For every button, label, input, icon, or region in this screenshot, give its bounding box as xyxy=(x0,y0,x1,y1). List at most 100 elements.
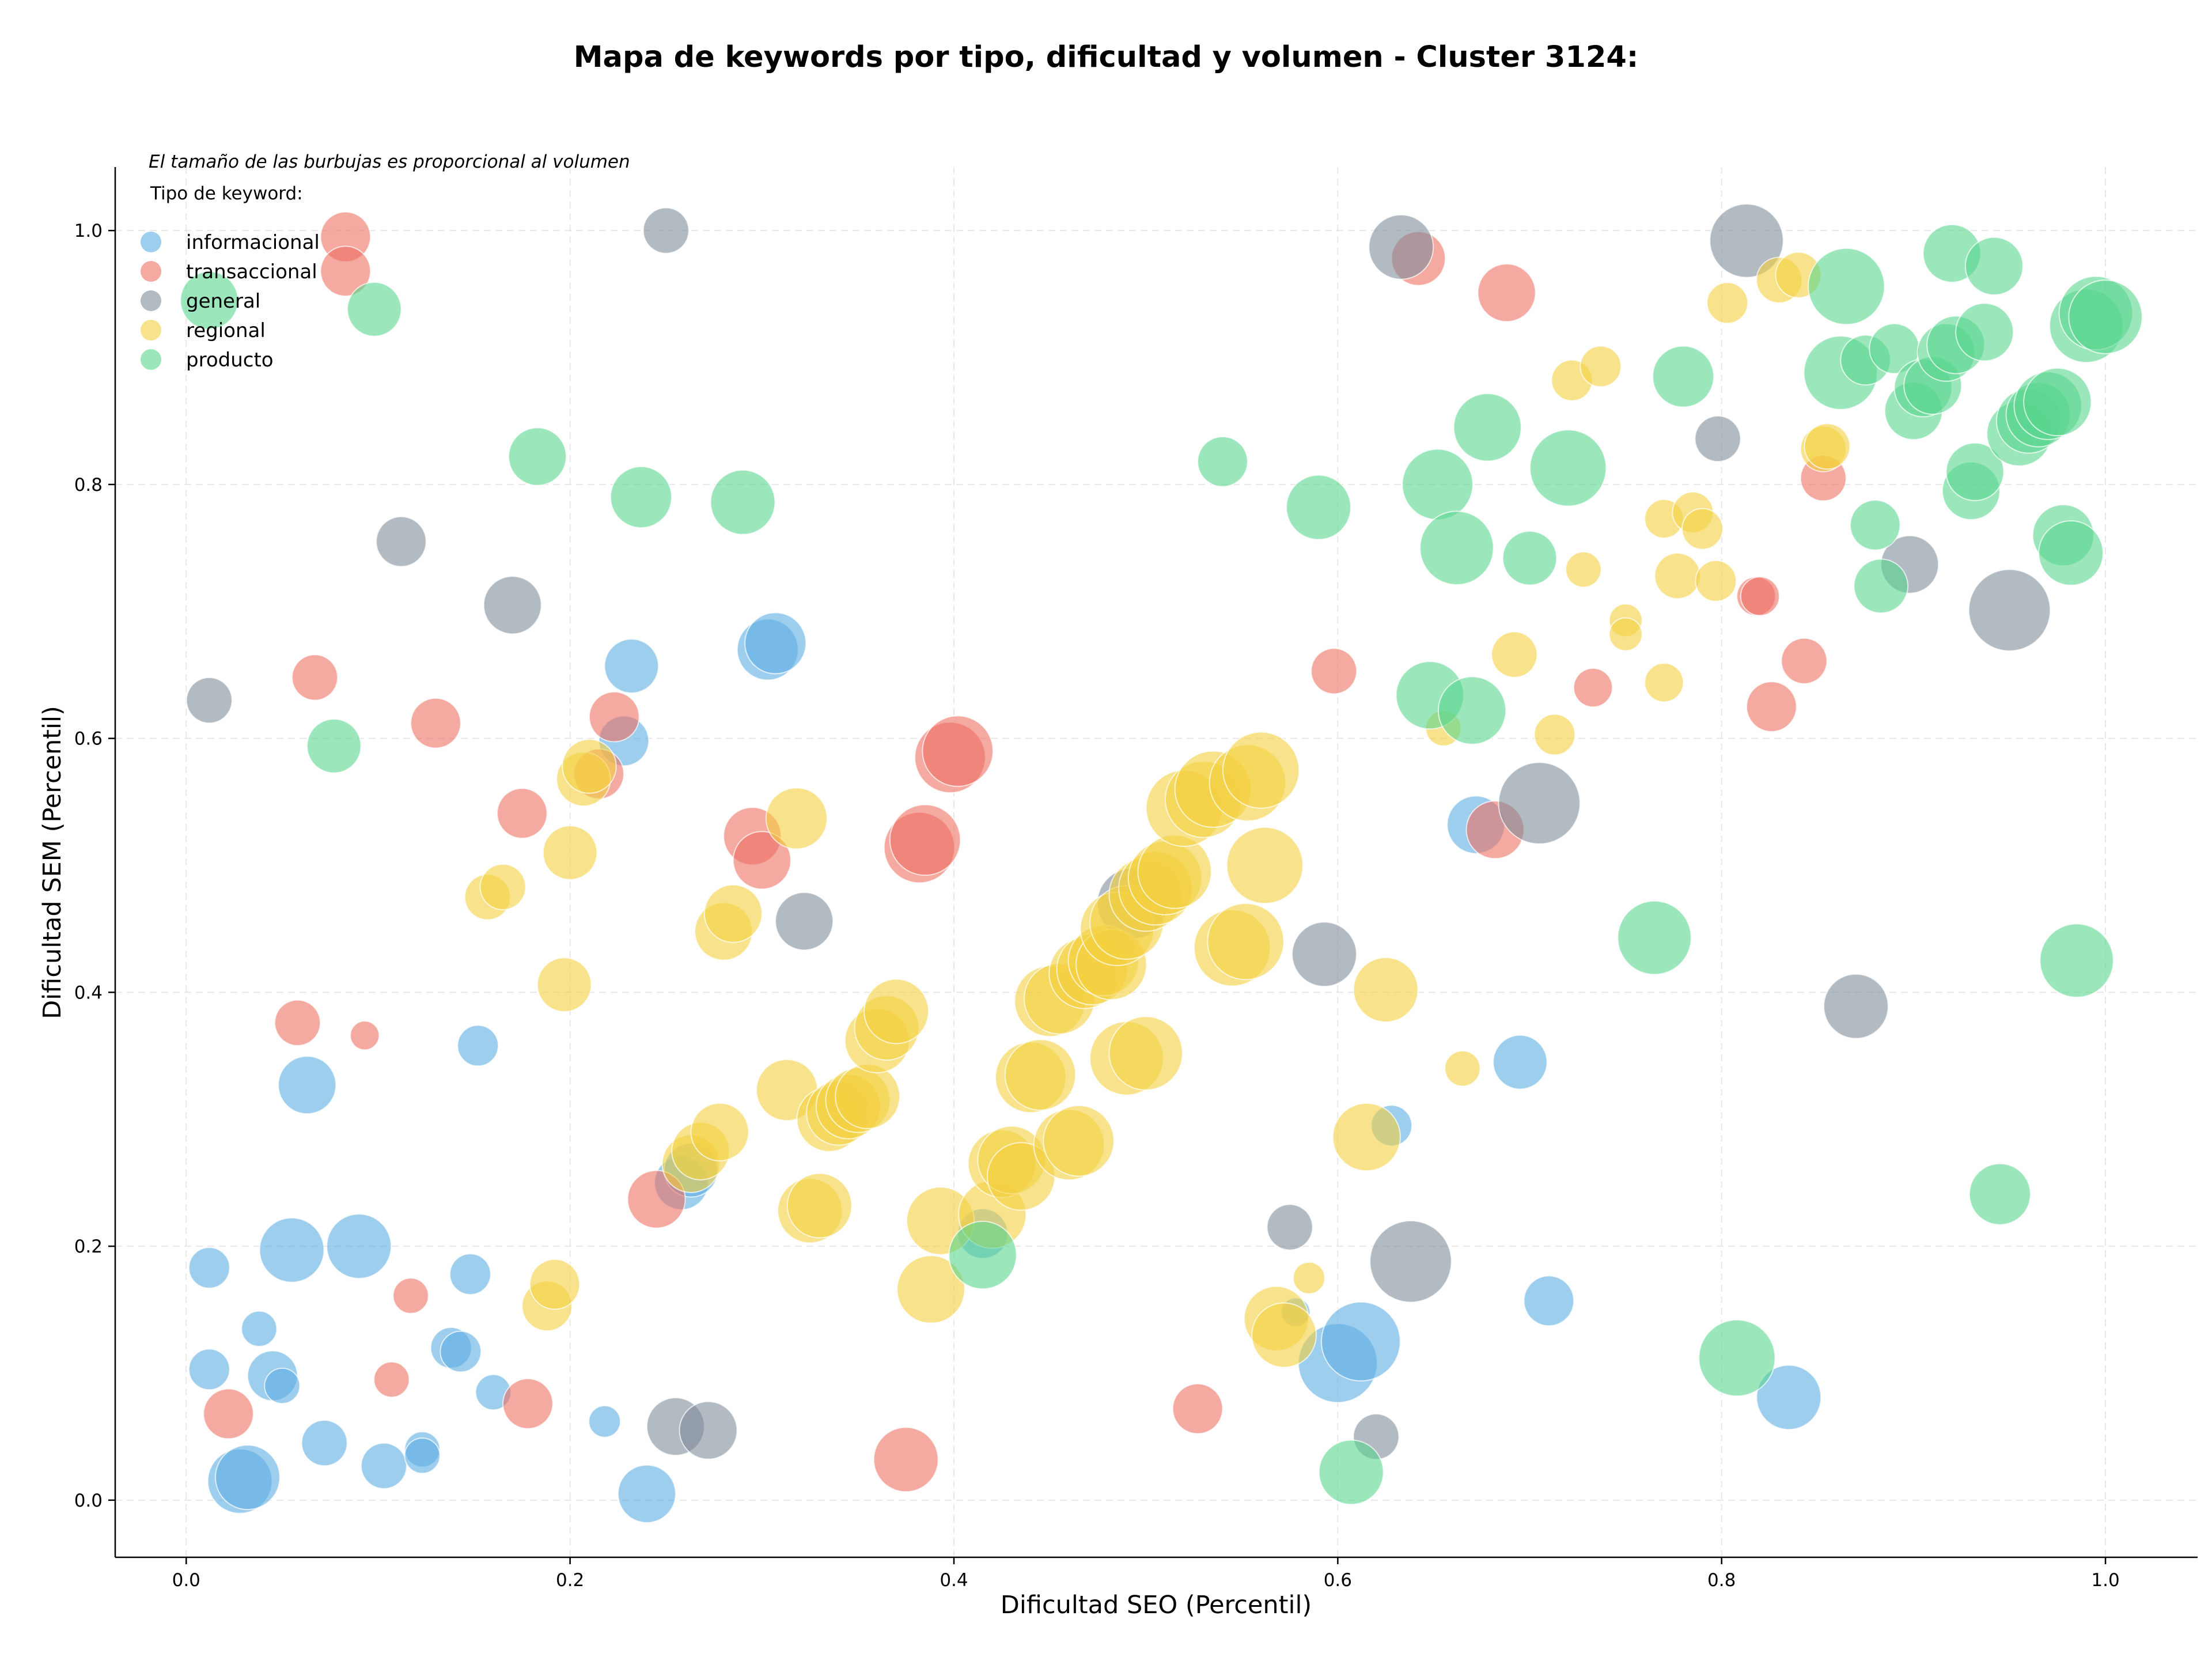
bubble-regional xyxy=(765,787,828,850)
bubble-informacional xyxy=(360,1442,407,1489)
bubble-producto xyxy=(1698,1319,1776,1397)
bubble-producto xyxy=(180,271,239,330)
series-transaccional xyxy=(203,211,1847,1493)
bubble-transaccional xyxy=(1172,1383,1224,1435)
bubble-general xyxy=(1291,921,1357,987)
legend-label-informacional: informacional xyxy=(186,231,320,254)
bubble-transaccional xyxy=(1477,263,1536,323)
bubble-regional xyxy=(1292,1261,1325,1295)
bubble-general xyxy=(679,1401,738,1460)
bubble-transaccional xyxy=(1573,667,1613,708)
bubble-transaccional xyxy=(274,999,321,1046)
bubble-regional xyxy=(1222,731,1300,809)
bubble-general xyxy=(1498,762,1581,845)
legend-marker-transaccional xyxy=(141,261,161,282)
bubble-transaccional xyxy=(410,697,461,749)
bubble-informacional xyxy=(188,1247,230,1289)
bubble-regional xyxy=(1444,1050,1481,1087)
bubble-general xyxy=(1266,1204,1313,1251)
y-tick-label: 0.0 xyxy=(74,1490,103,1511)
x-axis-label: Dificultad SEO (Percentil) xyxy=(1001,1591,1312,1620)
bubble-general xyxy=(642,207,690,254)
bubble-general xyxy=(1968,569,2051,652)
bubble-regional xyxy=(1108,1016,1183,1091)
bubble-informacional xyxy=(404,1437,441,1474)
bubble-regional xyxy=(863,978,929,1045)
bubble-producto xyxy=(2039,923,2114,998)
grid-lines xyxy=(115,167,2198,1557)
bubble-producto xyxy=(1853,558,1909,614)
legend-label-producto: producto xyxy=(186,349,274,372)
bubble-regional xyxy=(529,1258,581,1310)
legend: Tipo de keyword: informacional transaccio… xyxy=(141,183,320,372)
bubble-producto xyxy=(2023,368,2092,437)
legend-label-general: general xyxy=(186,290,260,313)
bubble-informacional xyxy=(604,638,660,694)
bubble-producto xyxy=(1402,448,1474,521)
bubble-informacional xyxy=(264,1367,301,1405)
bubble-informacional xyxy=(457,1024,499,1067)
y-tick-label: 0.4 xyxy=(74,982,103,1003)
bubble-producto xyxy=(948,1220,1017,1290)
bubble-regional xyxy=(896,1255,965,1324)
bubble-general xyxy=(1368,214,1434,280)
bubble-informacional xyxy=(1320,1301,1401,1382)
bubble-producto xyxy=(1617,900,1692,975)
bubble-regional xyxy=(690,1102,749,1161)
bubble-regional xyxy=(786,1172,853,1239)
x-tick-label: 0.8 xyxy=(1707,1570,1736,1591)
bubble-producto xyxy=(1197,436,1248,487)
bubble-producto xyxy=(1652,345,1715,408)
bubble-producto xyxy=(2068,279,2143,354)
bubble-regional xyxy=(1207,903,1285,981)
bubble-regional xyxy=(1706,282,1749,324)
bubble-regional xyxy=(1654,553,1701,600)
bubble-producto xyxy=(1529,429,1607,507)
bubble-producto xyxy=(507,427,567,486)
bubble-informacional xyxy=(188,1348,230,1391)
bubble-transaccional xyxy=(1781,637,1828,684)
legend-marker-producto xyxy=(141,349,161,370)
bubble-transaccional xyxy=(291,654,339,701)
x-tick-label: 0.6 xyxy=(1324,1570,1352,1591)
bubble-producto xyxy=(1955,302,2014,362)
bubble-informacional xyxy=(1493,1034,1548,1090)
bubble-producto xyxy=(1968,1163,2031,1225)
legend-marker-informacional xyxy=(141,232,161,252)
bubble-regional xyxy=(479,863,527,910)
bubble-regional xyxy=(542,825,598,880)
bubble-producto xyxy=(1318,1439,1384,1505)
x-tick-label: 0.0 xyxy=(172,1570,200,1591)
bubble-regional xyxy=(1804,423,1851,470)
bubble-producto xyxy=(1964,236,2024,296)
bubble-producto xyxy=(347,282,402,337)
bubble-producto xyxy=(306,718,362,774)
bubble-informacional xyxy=(301,1420,348,1467)
bubble-informacional xyxy=(278,1055,337,1115)
series-producto xyxy=(180,224,2143,1505)
bubble-transaccional xyxy=(732,831,791,890)
bubble-transaccional xyxy=(889,804,961,876)
bubble-producto xyxy=(1419,510,1494,585)
legend-title: Tipo de keyword: xyxy=(150,183,303,204)
bubble-producto xyxy=(710,469,776,535)
bubble-informacional xyxy=(744,612,807,675)
y-tick-label: 1.0 xyxy=(74,221,103,241)
bubble-transaccional xyxy=(203,1388,254,1440)
bubble-informacional xyxy=(1756,1364,1822,1431)
bubble-layer xyxy=(180,203,2143,1523)
bubble-informacional xyxy=(326,1213,392,1280)
legend-label-transaccional: transaccional xyxy=(186,260,317,283)
bubble-transaccional xyxy=(1746,681,1797,732)
bubble-informacional xyxy=(241,1310,278,1347)
bubble-producto xyxy=(2038,520,2104,586)
bubble-transaccional xyxy=(1740,576,1780,616)
bubble-general xyxy=(775,891,834,951)
bubble-transaccional xyxy=(502,1378,554,1429)
bubble-informacional xyxy=(617,1464,676,1523)
bubble-regional xyxy=(1681,508,1724,550)
bubble-transaccional xyxy=(350,1020,380,1051)
bubble-transaccional xyxy=(373,1361,410,1398)
bubble-transaccional xyxy=(497,788,548,839)
